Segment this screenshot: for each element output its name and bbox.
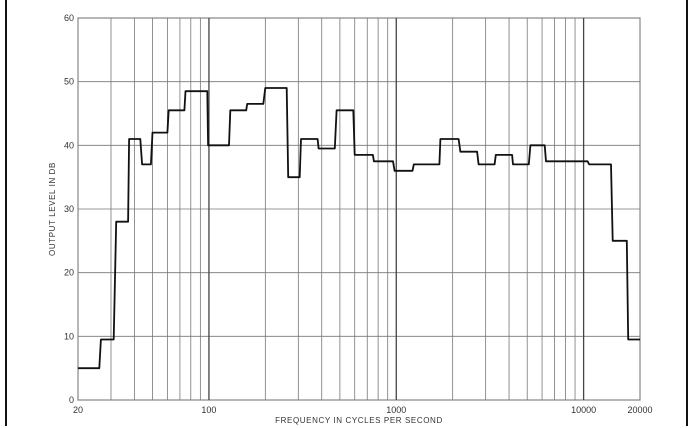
series-layer [78,87,640,370]
chart-frame [5,0,688,426]
x-axis-title: FREQUENCY IN CYCLES PER SECOND [275,416,443,425]
series-line-1 [78,87,640,370]
y-tick-label: 50 [64,77,74,87]
x-tick-label: 20000 [627,405,652,415]
tick-labels: 0 10 20 30 40 50 60 20 100 1000 10000 20000 [64,13,653,415]
x-tick-label: 10000 [571,405,596,415]
y-tick-label: 0 [69,395,74,405]
y-tick-label: 30 [64,204,74,214]
y-tick-label: 20 [64,268,74,278]
y-tick-label: 40 [64,140,74,150]
x-tick-label: 1000 [386,405,406,415]
x-tick-label: 100 [201,405,216,415]
x-tick-label: 20 [73,405,83,415]
y-tick-label: 60 [64,13,74,23]
y-axis-title: OUTPUT LEVEL IN DB [48,162,57,256]
y-tick-label: 10 [64,331,74,341]
grid-lines [77,17,641,401]
